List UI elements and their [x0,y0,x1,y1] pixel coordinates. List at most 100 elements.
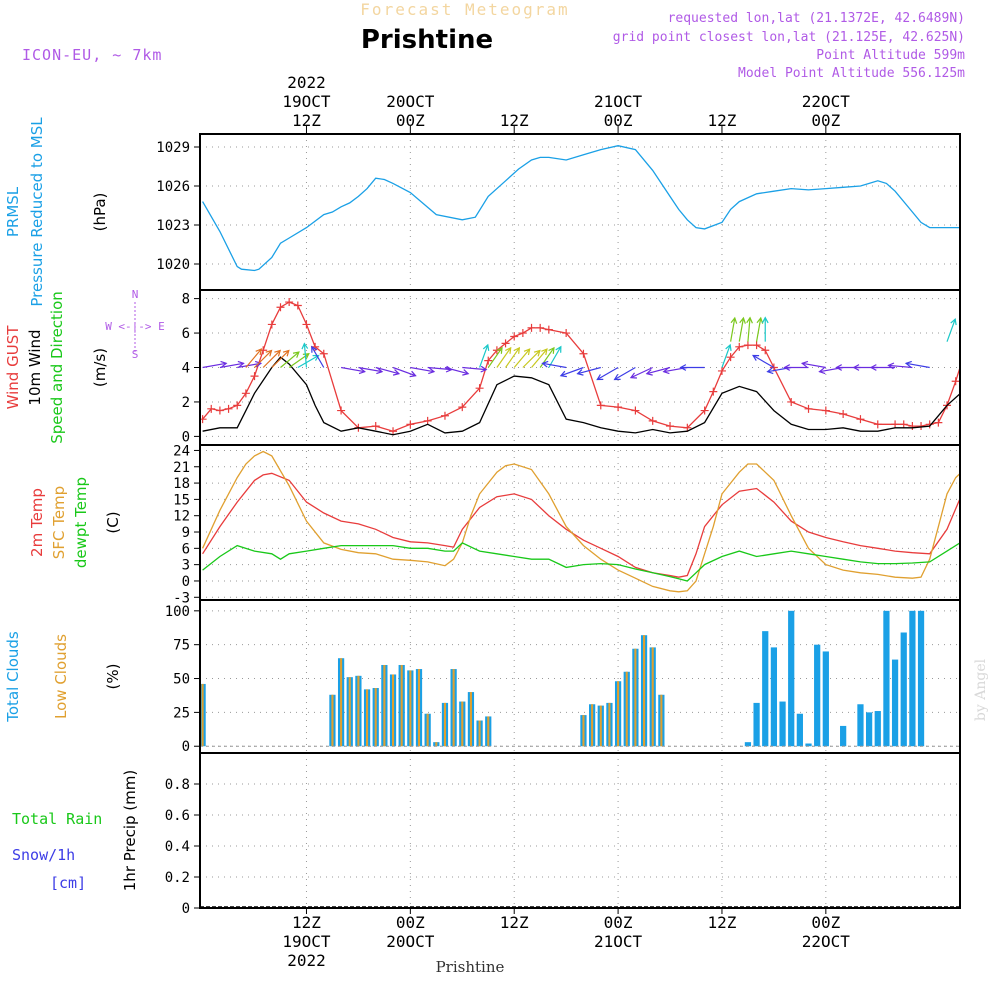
wind-arrow-head [746,316,753,324]
wind-arrow-shaft [271,350,290,368]
series-line-10m-wind [202,356,960,436]
gust-marker [200,415,207,424]
gust-marker [484,356,493,365]
wind-arrow-shaft [496,347,512,368]
panel-precip: 0 0.2 0.4 0.6 0.8 1hr Precip (mm) Total Rain Sn… [12,752,961,917]
time-label: 21OCT [594,92,643,111]
y-tick-label: 0.8 [165,777,190,793]
low-cloud-bar [461,701,464,747]
time-label: 22OCT [802,92,851,111]
wind-arrow-shaft [730,317,736,342]
wind-arrow-shaft [427,366,452,371]
panel-frame [199,752,961,909]
y-tick-label: 24 [173,443,190,459]
total-cloud-bar [796,713,803,747]
wind-arrow-shaft [802,362,826,369]
low-cloud-bar [443,702,447,747]
gust-marker [501,339,510,348]
wind-arrow-shaft [767,366,792,373]
wind-arrow-shaft [531,348,548,368]
time-label: 00Z [604,111,633,130]
gust-marker [241,389,250,398]
low-cloud-bar [643,635,646,747]
plot-area [200,610,960,747]
wind-arrow-shaft [542,362,567,369]
panel-clouds: 0 25 50 75 100 Total Clouds Low Clouds (%) [4,599,961,755]
wind-arrow-shaft [280,351,300,368]
wind-arrow-shaft [303,343,308,368]
gust-marker [899,420,908,429]
wind-arrow-head [766,367,774,375]
time-label: 12Z [500,913,529,932]
wind-arrow-shaft [819,366,844,373]
wind-arrow-head [548,346,555,354]
wind-arrow-shaft [614,366,636,381]
gust-marker [579,349,588,358]
wind-arrow-shaft [375,366,400,375]
wind-arrow-shaft [663,366,688,373]
y-tick-label: -3 [173,590,190,606]
wind-arrow-head [629,372,637,379]
gust-marker [752,341,761,350]
time-label: 00Z [396,913,425,932]
wind-arrow-head [800,360,809,368]
wind-arrow-head [965,318,971,324]
gust-marker [631,406,640,415]
wind-arrow-head [312,354,320,361]
wind-arrow-head [761,316,769,324]
low-cloud-bar [487,716,490,747]
y-tick-label: 0 [182,429,190,445]
wind-arrow-shaft [237,362,261,369]
gust-marker [536,323,545,332]
wind-arrow-head [301,342,309,350]
wind-arrow-head [783,364,791,371]
wind-arrow-head [730,316,738,324]
wind-arrow-shaft [752,354,775,369]
wind-arrow-shaft [311,346,325,368]
wind-arrow-head [409,370,417,378]
wind-arrow-head [513,346,521,354]
gust-marker [302,320,311,329]
low-cloud-bar [625,671,628,747]
time-label: 00Z [811,111,840,130]
header: Forecast Meteogram Prishtine ICON-EU, ~ … [22,0,989,976]
gust-marker [285,298,294,307]
wind-arrow-head [311,345,318,353]
wind-arrow-shaft [560,366,584,377]
gust-marker [709,387,718,396]
gust-marker [839,410,848,418]
y-axis-label: Speed and Direction [48,291,66,444]
low-cloud-bar [383,664,386,747]
y-tick-label: 50 [173,672,190,688]
wind-arrow-shaft [479,344,489,368]
time-label: 12Z [292,913,321,932]
gust-marker [717,366,726,375]
wind-arrow-head [480,365,488,373]
wind-arrow-shaft [539,347,555,368]
y-tick-label: 0.4 [165,839,190,855]
wind-arrow-head [523,348,531,356]
gust-marker [207,404,216,413]
wind-arrow-head [505,346,512,354]
gust-marker [371,422,380,431]
grid-coords: grid point closest lon,lat (21.125E, 42.… [613,30,965,45]
low-cloud-bar [340,658,343,747]
time-label: 12Z [292,111,321,130]
total-cloud-bar [857,704,864,747]
total-cloud-bar [770,647,778,747]
total-cloud-bar [900,632,907,747]
low-cloud-bar [469,692,472,747]
wind-arrow-shaft [219,362,244,369]
total-cloud-bar [865,712,873,747]
time-label: 00Z [811,913,840,932]
time-label: 12Z [708,913,737,932]
y-tick-label: 0.6 [165,808,190,824]
wind-arrow-shaft [646,366,671,375]
gust-marker [562,329,571,338]
low-cloud-bar [608,702,611,747]
total-cloud-bar [874,711,881,747]
time-label: 20OCT [386,932,435,951]
y-axis-unit: (hPa) [91,193,109,232]
chart-subtitle: Forecast Meteogram [360,0,569,19]
